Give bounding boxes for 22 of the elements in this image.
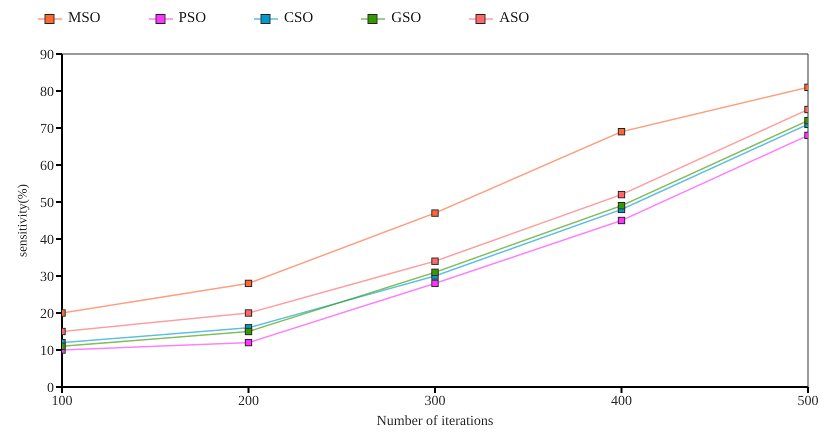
x-tick-label: 300 [424,394,446,409]
legend-label: ASO [499,10,530,27]
x-tick-label: 500 [798,394,818,409]
legend-label: CSO [284,10,314,27]
y-tick-label: 70 [40,122,54,137]
y-tick-label: 50 [40,196,54,211]
y-tick-label: 60 [40,158,54,174]
y-axis-title: sensitivity(%) [14,184,30,257]
y-tick-label: 10 [40,344,54,359]
x-tick-label: 100 [52,394,72,409]
x-tick-label: 200 [238,394,259,409]
y-tick-label: 80 [40,84,54,100]
x-tick-label: 400 [611,394,632,409]
legend-label: PSO [178,10,206,27]
x-axis-title: Number of iterations [376,414,494,429]
y-tick-label: 30 [40,270,54,285]
legend-label: GSO [391,10,422,27]
y-tick-label: 40 [40,232,54,248]
legend-label: MSO [68,10,101,27]
y-tick-label: 90 [40,48,54,63]
y-tick-label: 20 [40,306,54,322]
y-tick-label: 0 [47,380,54,396]
